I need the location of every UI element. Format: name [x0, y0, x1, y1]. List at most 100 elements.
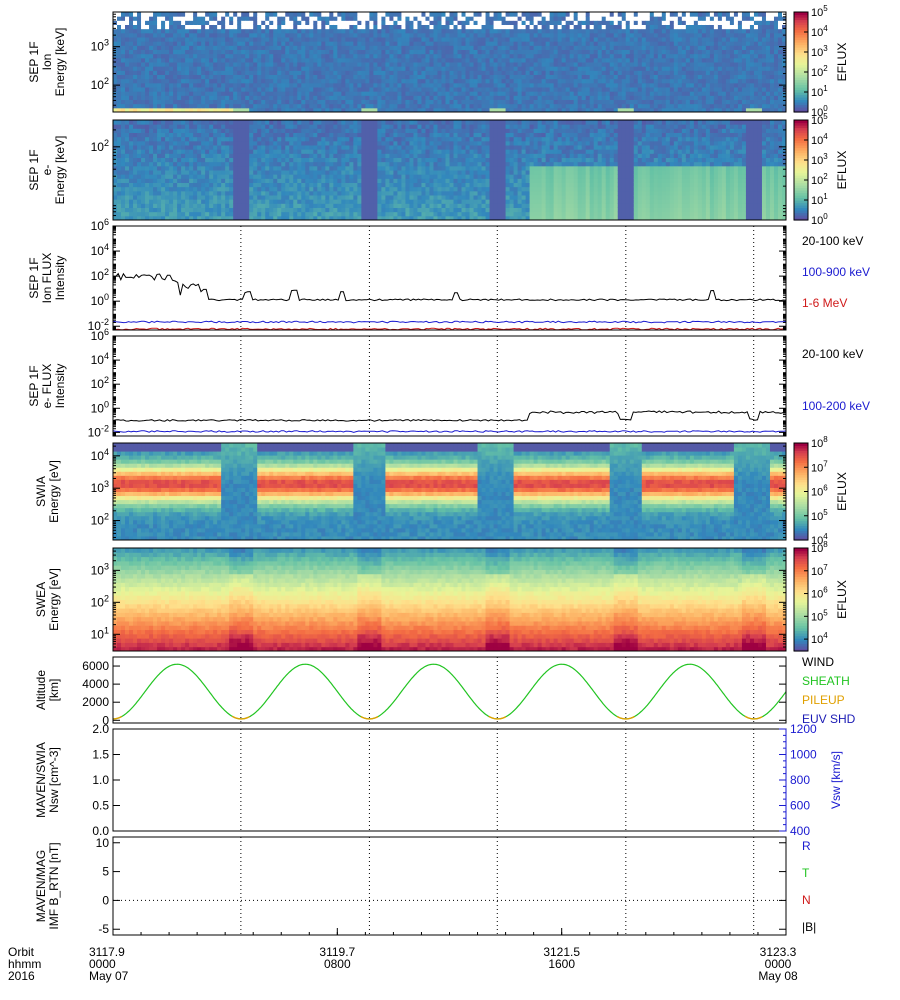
panel-8-ytick-2: 5 [102, 865, 109, 879]
time-axis-rowlabel-1: hhmm [8, 957, 41, 971]
panel-7-rtick-2: 800 [790, 773, 810, 787]
panel-0-cbtick-5: 105 [811, 4, 828, 19]
panel-0-ytick-1: 103 [91, 38, 109, 54]
panel-5-ylabel: SWEA Energy [eV] [34, 568, 61, 631]
panel-2-ytick-2: 102 [91, 267, 109, 283]
time-tick-2-hhmm: 1600 [548, 957, 575, 971]
time-axis-rowlabel-2: 2016 [8, 969, 35, 983]
panel-6-pileup-5 [113, 715, 122, 720]
svg-text:Energy [keV]: Energy [keV] [53, 28, 67, 97]
panel-7-right-label: Vsw [km/s] [829, 751, 843, 809]
panel-8-y-axis: -5 0 5 10 [96, 836, 786, 936]
panel-3-ytick-1: 100 [91, 399, 109, 415]
panel-3-ytick-2: 102 [91, 375, 109, 391]
panel-7-rtick-0: 400 [790, 824, 810, 838]
panel-4-cbtick-2: 106 [811, 484, 828, 499]
svg-text:Ion: Ion [40, 54, 54, 71]
panel-5-cbtick-2: 106 [811, 586, 828, 601]
panel-3-ytick-3: 104 [91, 351, 109, 367]
panel-1-colorbar: 100 101 102 103 104 105 EFLUX [793, 112, 849, 227]
panel-2-frame [112, 225, 787, 331]
panel-5-cbtick-1: 105 [811, 608, 828, 623]
panel-7-y-axis: 0.0 0.5 1.0 1.5 2.0 [92, 722, 786, 838]
panel-7-ytick-0: 0.0 [92, 824, 109, 838]
panel-3-ylabel: SEP 1F e- FLUX Intensity [27, 364, 67, 409]
panel-1-cbtick-1: 101 [811, 192, 828, 207]
panel-8-legend: RTN |B| [802, 839, 816, 934]
panel-1-cbtick-0: 100 [811, 212, 828, 227]
panel-2-legend-0: 20-100 keV [802, 234, 863, 248]
panel-8-ytick-3: 10 [96, 836, 110, 850]
time-tick-0-date: May 07 [89, 969, 129, 983]
panel-6-pileup-2 [488, 715, 507, 720]
panel-6-ytick-1: 2000 [82, 695, 109, 709]
panel-1-ylabel: SEP 1F e- Energy [keV] [27, 136, 67, 205]
panel-7-ytick-2: 1.0 [92, 773, 109, 787]
panel-7-frame [112, 728, 787, 832]
panel-1-cbtick-3: 103 [811, 152, 828, 167]
panel-3-series-1 [112, 430, 787, 433]
panel-6-legend-2: PILEUP [802, 693, 845, 707]
panel-7-ytick-1: 0.5 [92, 799, 109, 813]
panel-4-ylabel: SWIA Energy [eV] [34, 460, 61, 523]
panel-5-colorbar-label: EFLUX [835, 580, 849, 619]
panel-0-ytick-0: 102 [91, 76, 109, 92]
panel-6-pileup-1 [360, 715, 379, 720]
time-tick-2-orbit: 3121.5 [543, 945, 580, 959]
panel-7-rtick-1: 600 [790, 799, 810, 813]
panel-0-colorbar-label: EFLUX [835, 43, 849, 82]
panel-7-ytick-4: 2.0 [92, 722, 109, 736]
panel-6-pileup-0 [231, 715, 250, 720]
panel-4-ytick-2: 104 [91, 447, 109, 463]
panel-0-cbtick-1: 101 [811, 84, 828, 99]
panel-8-legend-3: |B| [802, 920, 816, 934]
panel-1-cbtick-2: 102 [811, 172, 828, 187]
panel-5-cbtick-0: 104 [811, 631, 828, 646]
panel-1-ytick-0: 102 [91, 138, 109, 154]
panel-6-altitude-line [113, 663, 787, 720]
panel-4-cbtick-3: 107 [811, 459, 828, 474]
panel-4-ytick-1: 103 [91, 479, 109, 495]
panel-8-legend-0: R [802, 839, 811, 853]
panel-6-legend: WIND SHEATH PILEUP EUV SHD [802, 655, 856, 726]
panel-1-spectrogram [113, 120, 787, 221]
panel-0-spectrogram [113, 12, 787, 113]
panel-5-ytick-1: 102 [91, 593, 109, 609]
panel-2-ylabel: SEP 1F Ion FLUX Intensity [27, 253, 67, 304]
time-tick-3-hhmm: 0000 [765, 957, 792, 971]
panel-8-ytick-1: 0 [102, 893, 109, 907]
panel-8-frame [112, 836, 787, 936]
panel-4-spectrogram [113, 443, 787, 541]
panel-8-ytick-0: -5 [98, 922, 109, 936]
panel-4-ytick-0: 102 [91, 512, 109, 528]
panel-6-ylabel: Altitude [km] [34, 670, 61, 710]
panel-0-cbtick-4: 104 [811, 24, 828, 39]
panel-6-y-axis: 0 2000 4000 6000 [82, 659, 786, 727]
time-tick-3-date: May 08 [758, 969, 798, 983]
panel-3-lines [112, 410, 787, 433]
panel-3-legend: 20-100 keV 100-200 keV [802, 347, 870, 413]
panel-1-frame [112, 119, 787, 221]
panel-7-rtick-3: 1000 [790, 748, 817, 762]
panel-7-ytick-3: 1.5 [92, 748, 109, 762]
panel-6-pileup-3 [616, 715, 635, 720]
panel-4-cbtick-4: 108 [811, 435, 828, 450]
panel-4-colorbar-label: EFLUX [835, 472, 849, 511]
panel-6-legend-3: EUV SHD [802, 712, 856, 726]
panel-3-periapsis-lines [240, 336, 755, 436]
time-tick-1-orbit: 3119.7 [319, 945, 355, 959]
panel-4-cbtick-1: 105 [811, 508, 828, 523]
time-tick-1-hhmm: 0800 [324, 957, 351, 971]
panel-5-spectrogram [113, 548, 787, 652]
panel-8-periapsis-lines [240, 837, 755, 935]
panel-6-ytick-3: 6000 [82, 659, 109, 673]
time-tick-0-hhmm: 0000 [89, 957, 116, 971]
panel-5-colorbar: 104 105 106 107 108 EFLUX [793, 540, 849, 652]
panel-3-y-axis: 10-2 100 102 104 106 [88, 327, 786, 439]
panel-7-periapsis-lines [240, 729, 755, 831]
